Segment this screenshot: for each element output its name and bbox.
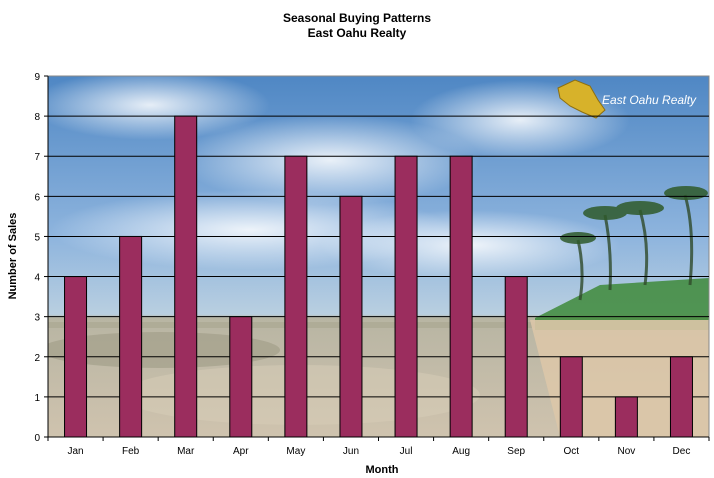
gridlines: [48, 115, 709, 398]
x-tick-label: Dec: [673, 446, 691, 457]
y-axis-label: Number of Sales: [7, 213, 19, 300]
x-tick-label: Sep: [507, 446, 525, 457]
x-tick-label: May: [286, 446, 305, 457]
bar-sep: [504, 276, 528, 438]
x-tick-label: Mar: [177, 446, 195, 457]
y-tick-labels: 0 1 2 3 4 5 6 7 8 9: [34, 72, 48, 444]
y-tick-label: 1: [34, 393, 40, 404]
bar-oct: [559, 356, 583, 438]
x-tick-label: Oct: [564, 446, 580, 457]
bar-aug: [449, 155, 473, 438]
bar-jan: [64, 276, 88, 438]
x-tick-label: Feb: [122, 446, 140, 457]
east-oahu-realty-logo: East Oahu Realty: [557, 79, 697, 119]
x-tick-label: Jan: [67, 446, 83, 457]
bar-jul: [394, 155, 418, 438]
x-tick-label: Nov: [617, 446, 635, 457]
x-tick-label: Jul: [400, 446, 413, 457]
y-tick-label: 8: [34, 112, 40, 123]
y-tick-label: 2: [34, 353, 40, 364]
bar-jun: [339, 195, 363, 438]
bar-nov: [614, 396, 638, 438]
y-tick-label: 3: [34, 313, 40, 324]
bar-mar: [174, 115, 198, 438]
x-axis-label: Month: [366, 464, 399, 476]
bar-dec: [669, 356, 693, 438]
y-tick-label: 4: [34, 273, 40, 284]
y-tick-label: 0: [34, 433, 40, 444]
chart-title: Seasonal Buying Patterns: [282, 11, 432, 25]
bars: [64, 115, 693, 438]
y-tick-label: 5: [34, 232, 40, 243]
x-tick-label: Jun: [343, 446, 359, 457]
bar-feb: [119, 235, 143, 438]
logo-text: East Oahu Realty: [602, 93, 697, 107]
y-tick-label: 9: [34, 72, 40, 83]
y-tick-label: 7: [34, 152, 40, 163]
x-tick-labels: Jan Feb Mar Apr May Jun Jul Aug Sep Oct Nov Dec: [47, 437, 710, 457]
x-tick-label: Aug: [452, 446, 470, 457]
y-tick-label: 6: [34, 192, 40, 203]
bar-may: [284, 155, 308, 438]
x-tick-label: Apr: [233, 446, 249, 457]
chart-subtitle: East Oahu Realty: [307, 26, 407, 40]
bar-apr: [229, 316, 253, 438]
